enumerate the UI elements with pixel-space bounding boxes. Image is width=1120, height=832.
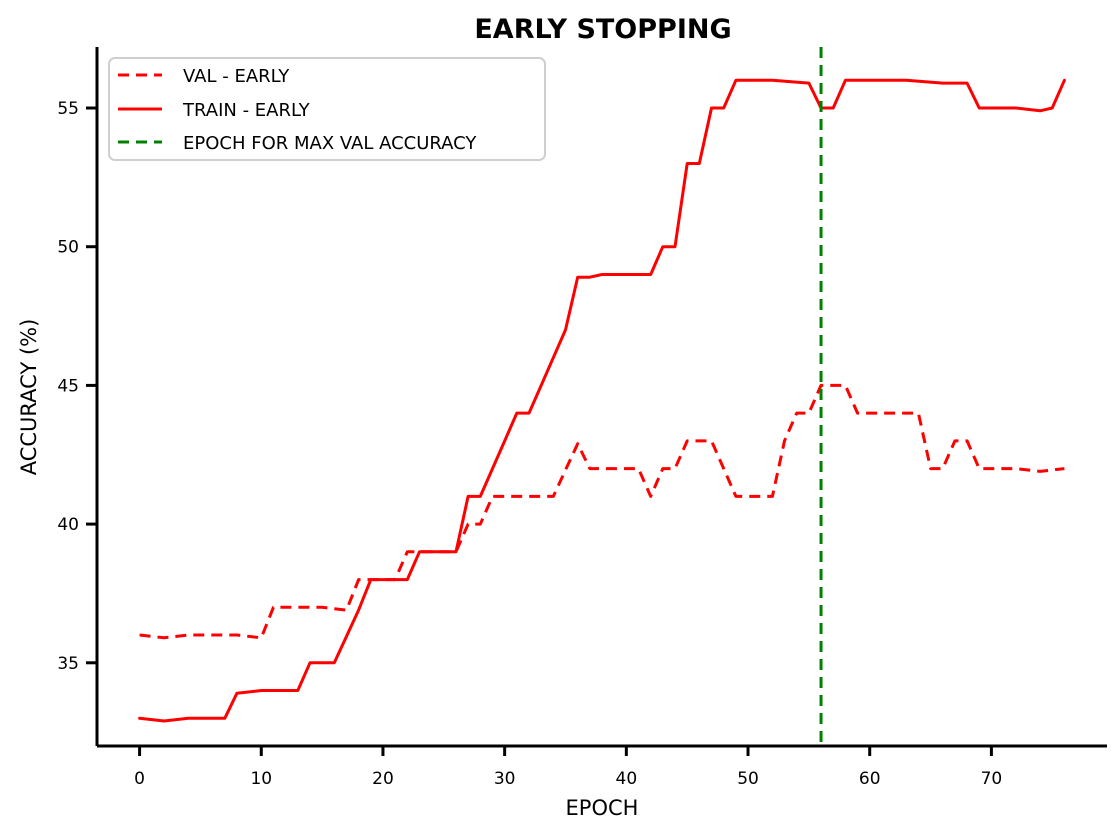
x-tick-label: 30 — [494, 769, 516, 789]
val-early-line — [139, 383, 1065, 640]
series-layer — [138, 47, 1066, 743]
ticks: 0 10 20 30 40 50 60 70 35 40 45 50 55 — [57, 99, 1002, 789]
legend: VAL - EARLY TRAIN - EARLY EPOCH FOR MAX … — [108, 57, 546, 161]
legend-box — [108, 57, 546, 161]
plot-area: 0 10 20 30 40 50 60 70 35 40 45 50 55 — [57, 47, 1107, 789]
x-tick-label: 10 — [250, 769, 272, 789]
y-tick-label: 55 — [57, 99, 79, 119]
y-tick-label: 50 — [57, 238, 79, 258]
legend-label-train: TRAIN - EARLY — [182, 100, 311, 121]
y-tick-label: 45 — [57, 376, 79, 396]
x-tick-label: 20 — [372, 769, 394, 789]
x-tick-label: 50 — [737, 769, 759, 789]
y-tick-label: 35 — [57, 654, 79, 674]
x-tick-label: 60 — [859, 769, 881, 789]
x-tick-label: 0 — [134, 769, 145, 789]
x-axis-label: EPOCH — [566, 796, 639, 820]
legend-label-val: VAL - EARLY — [183, 66, 290, 87]
chart-title: EARLY STOPPING — [474, 14, 731, 45]
y-axis-label: ACCURACY (%) — [17, 319, 41, 476]
legend-label-epoch: EPOCH FOR MAX VAL ACCURACY — [183, 133, 477, 154]
y-tick-label: 40 — [57, 515, 79, 535]
x-tick-label: 70 — [981, 769, 1003, 789]
x-tick-label: 40 — [616, 769, 638, 789]
train-early-line — [138, 78, 1066, 723]
